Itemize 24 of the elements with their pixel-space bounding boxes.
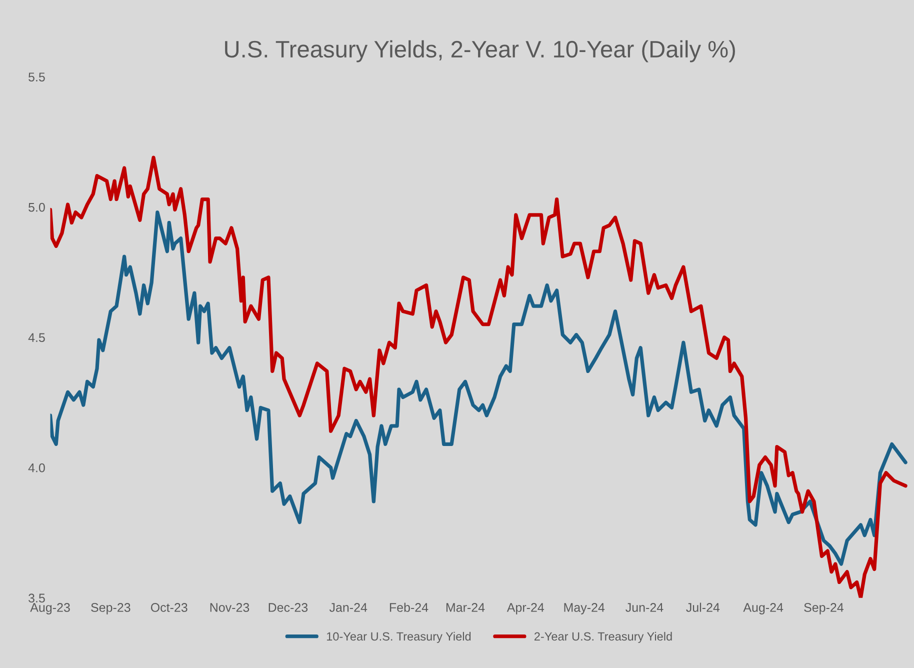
y-tick-label: 4.0 xyxy=(28,463,45,472)
x-tick-label: Sep-23 xyxy=(91,603,130,614)
x-tick-label: Feb-24 xyxy=(390,602,428,612)
y-tick-label: 5.0 xyxy=(28,202,45,212)
x-tick-label: Aug-24 xyxy=(743,603,784,614)
x-tick-label: Jul-24 xyxy=(686,602,720,612)
line-series xyxy=(50,156,908,598)
x-tick-label: Nov-23 xyxy=(210,603,250,612)
x-tick-label: Dec-23 xyxy=(268,603,308,612)
x-tick-label: Jan-24 xyxy=(329,603,368,612)
x-tick-label: Mar-24 xyxy=(446,603,485,612)
x-tick-label: Jun-24 xyxy=(626,603,664,612)
x-tick-label: Oct-23 xyxy=(150,603,188,612)
x-tick-label: Sep-24 xyxy=(804,603,844,614)
legend-label: 10-Year U.S. Treasury Yield xyxy=(326,632,471,643)
line-series xyxy=(50,210,908,566)
x-tick-label: Aug-23 xyxy=(30,603,70,614)
y-tick-label: 4.5 xyxy=(28,333,45,342)
x-tick-label: May-24 xyxy=(564,603,605,614)
legend-label: 2-Year U.S. Treasury Yield xyxy=(534,632,672,643)
y-tick-label: 5.5 xyxy=(28,72,45,82)
y-tick-label: 3.5 xyxy=(28,594,45,603)
chart-title: U.S. Treasury Yields, 2-Year V. 10-Year (Daily %) xyxy=(225,40,735,62)
x-tick-label: Apr-24 xyxy=(506,603,544,614)
